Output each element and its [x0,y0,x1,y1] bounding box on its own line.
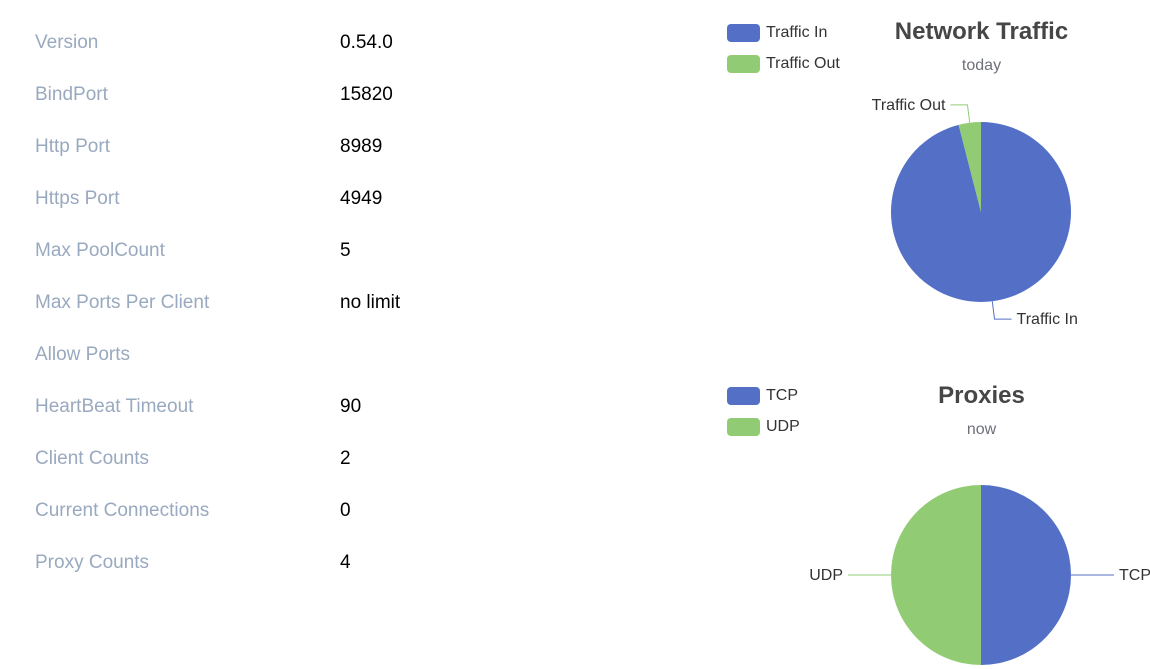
info-row-version: Version 0.54.0 [35,17,675,69]
legend-label: Traffic Out [766,54,840,72]
info-value: 4 [340,552,351,573]
legend-item-traffic-in[interactable]: Traffic In [727,17,840,48]
pie-slice-udp[interactable] [891,485,981,665]
info-row-proxy-counts: Proxy Counts 4 [35,537,675,589]
legend-label: Traffic In [766,23,828,41]
info-row-max-ports-per-client: Max Ports Per Client no limit [35,277,675,329]
info-label: HeartBeat Timeout [35,396,194,417]
info-row-https-port: Https Port 4949 [35,173,675,225]
info-row-http-port: Http Port 8989 [35,121,675,173]
chart-subtitle: today [961,57,1002,74]
info-row-current-connections: Current Connections 0 [35,485,675,537]
info-row-max-pool-count: Max PoolCount 5 [35,225,675,277]
network-traffic-chart: Traffic In Traffic Out Traffic In Traffic… [720,0,1150,328]
legend-item-traffic-out[interactable]: Traffic Out [727,48,840,79]
proxies-chart: TCP UDP TCP UDP Proxies now [720,362,1150,669]
info-row-heartbeat-timeout: HeartBeat Timeout 90 [35,381,675,433]
network-traffic-pie[interactable]: Traffic In Traffic Out [720,0,1150,340]
pie-slice-traffic-out[interactable] [958,122,981,212]
info-row-allow-ports: Allow Ports [35,329,675,381]
legend-swatch [727,417,760,436]
pie-label-tcp: TCP [1119,567,1150,584]
legend-swatch [727,54,760,73]
chart-title: Proxies [938,382,1025,409]
info-row-bind-port: BindPort 15820 [35,69,675,121]
legend-label: TCP [766,386,798,404]
info-label: Proxy Counts [35,552,150,573]
info-value: no limit [340,292,401,313]
legend-label: UDP [766,417,800,435]
info-value: 15820 [340,84,393,105]
pie-label-traffic-out: Traffic Out [872,97,946,114]
pie-label-line-traffic-in [991,301,1012,320]
info-value: 8989 [340,136,383,157]
info-label: Max Ports Per Client [35,292,210,313]
info-label: BindPort [35,84,108,105]
proxies-legend: TCP UDP [727,380,800,442]
pie-slice-traffic-in[interactable] [891,122,1071,303]
info-value: 4949 [340,188,383,209]
proxies-pie[interactable]: TCP UDP [720,362,1150,669]
legend-swatch [727,23,760,42]
info-value: 2 [340,448,351,469]
info-row-client-counts: Client Counts 2 [35,433,675,485]
chart-subtitle: now [966,421,997,438]
pie-slice-tcp[interactable] [981,485,1071,665]
legend-item-tcp[interactable]: TCP [727,380,800,411]
info-label: Allow Ports [35,344,131,365]
info-value: 0 [340,500,351,521]
info-value: 0.54.0 [340,32,393,53]
info-value: 90 [340,396,362,417]
info-label: Current Connections [35,500,210,521]
info-label: Http Port [35,136,110,157]
pie-label-line-traffic-out [950,104,971,123]
pie-label-traffic-in: Traffic In [1017,311,1078,328]
legend-swatch [727,386,760,405]
info-label: Client Counts [35,448,150,469]
legend-item-udp[interactable]: UDP [727,411,800,442]
server-info-table: Version 0.54.0 BindPort 15820 Http Port … [35,17,675,589]
info-label: Https Port [35,188,120,209]
pie-label-udp: UDP [809,567,843,584]
network-traffic-legend: Traffic In Traffic Out [727,17,840,79]
chart-title: Network Traffic [894,18,1069,45]
info-label: Max PoolCount [35,240,165,261]
info-label: Version [35,32,99,53]
info-value: 5 [340,240,351,261]
